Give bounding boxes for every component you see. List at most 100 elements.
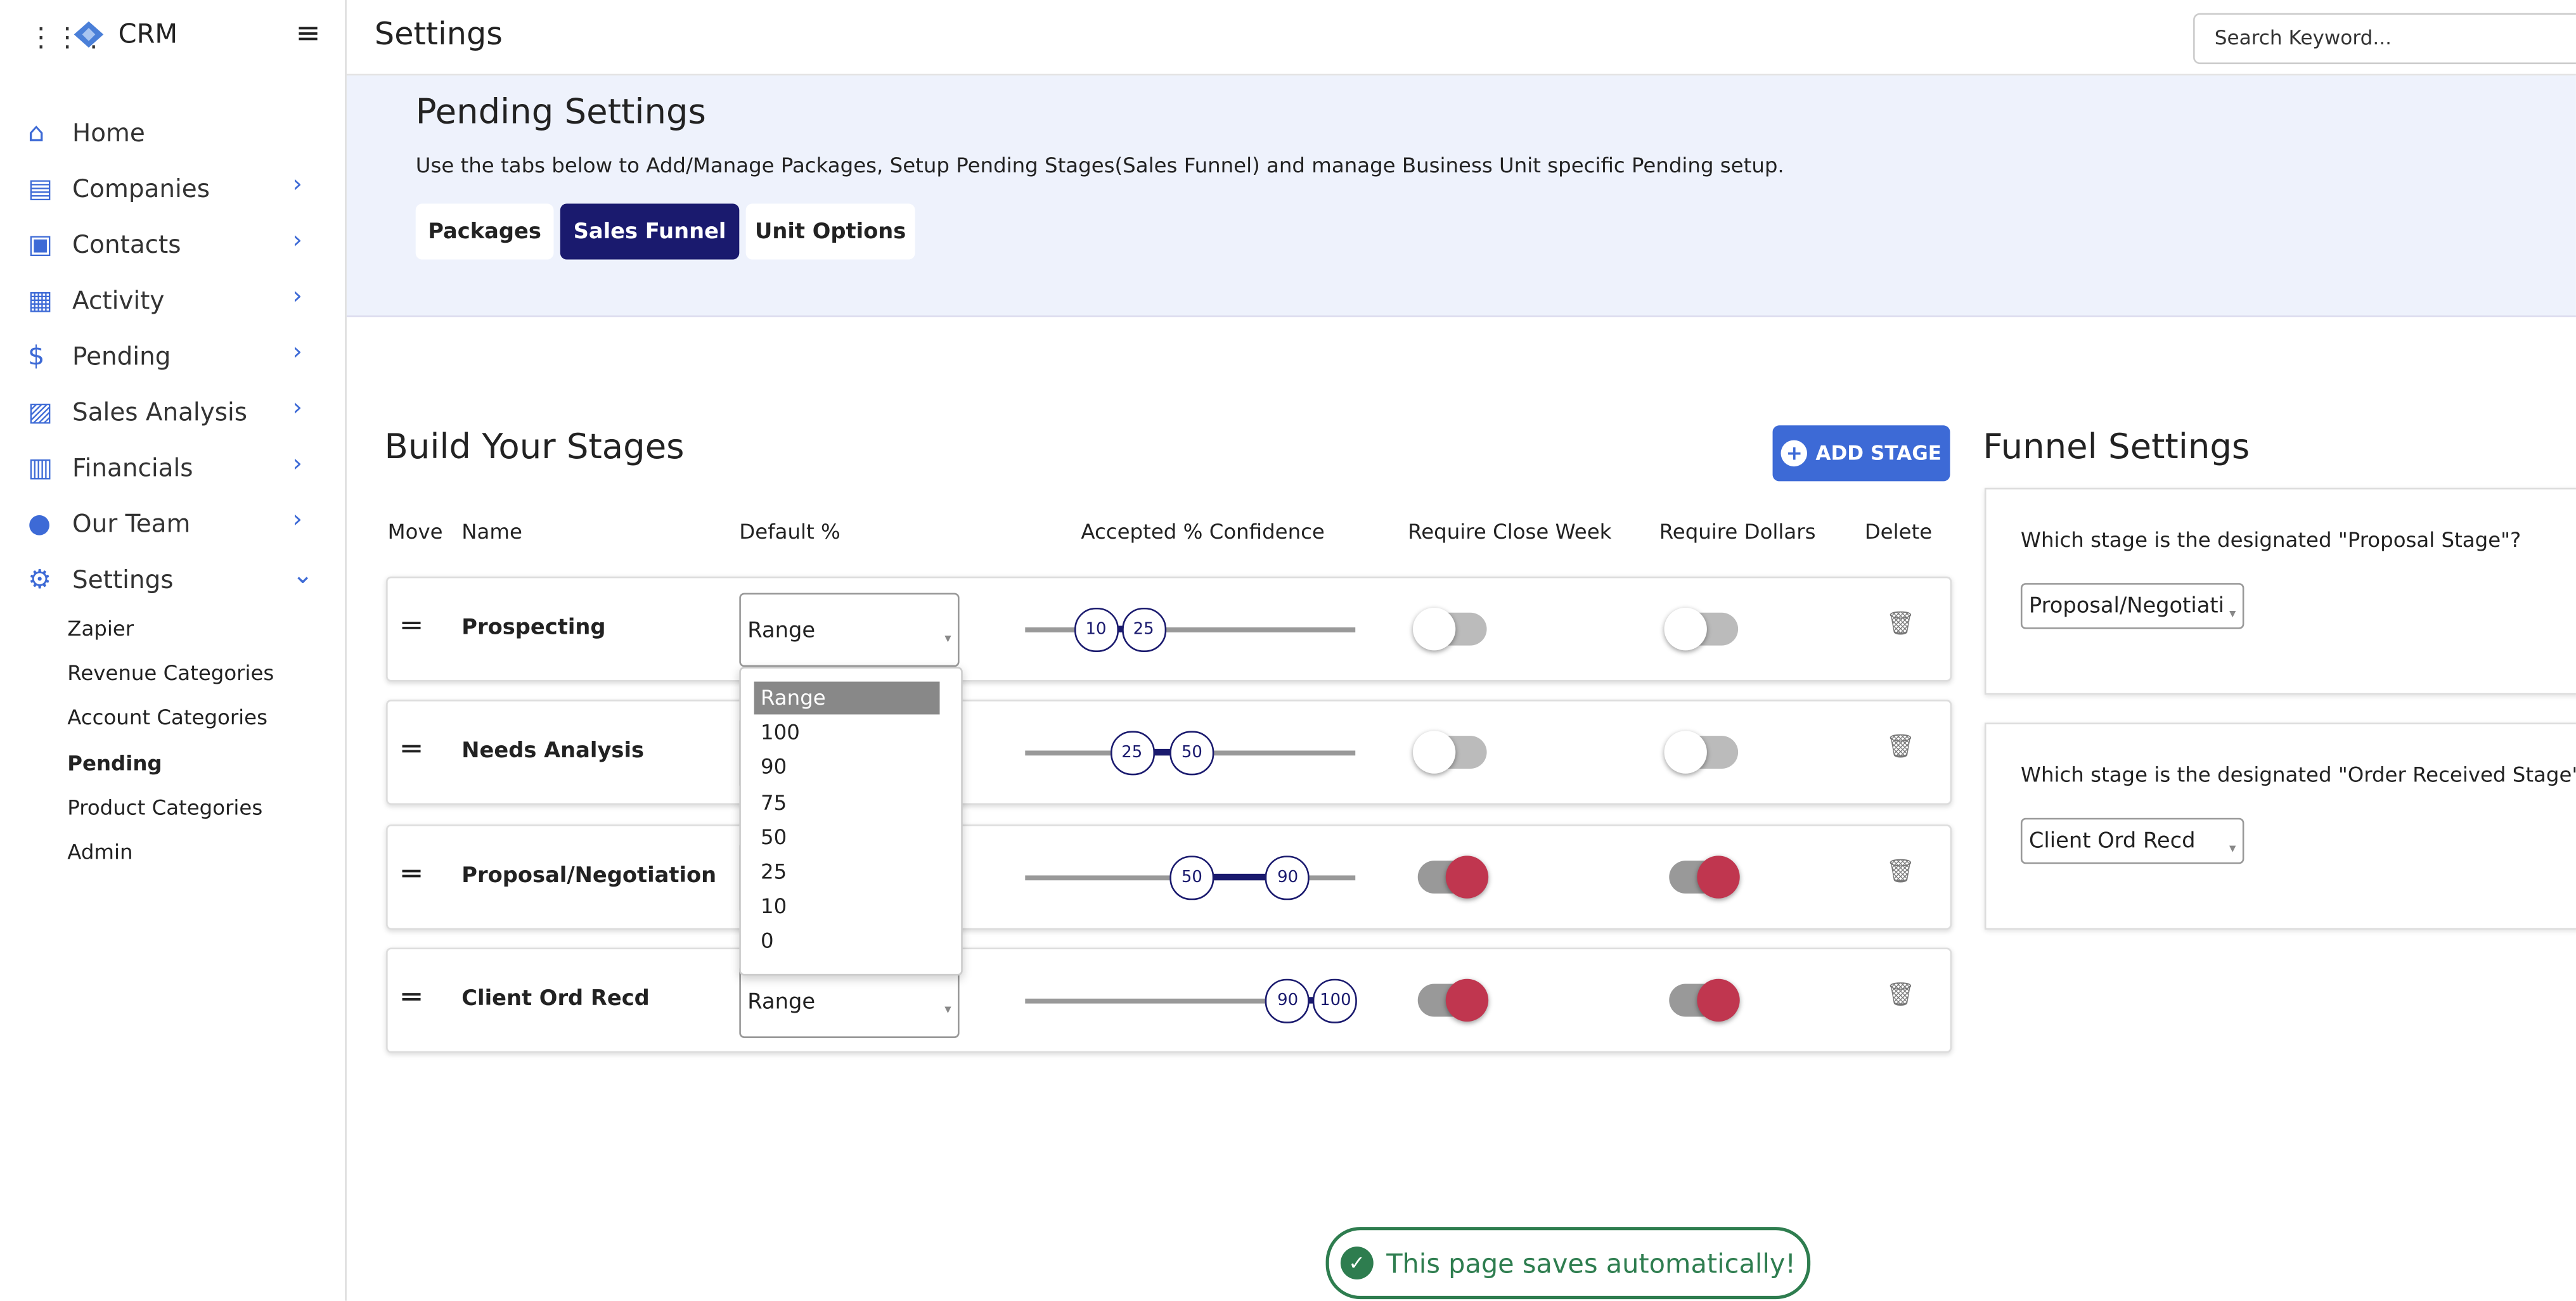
- dropdown-option[interactable]: 75: [761, 789, 787, 814]
- nav-item[interactable]: Our Team: [72, 509, 191, 539]
- toggle-knob: [1697, 855, 1740, 898]
- nav-icon: ▥: [28, 451, 53, 483]
- toast: ✓ This page saves automatically!: [1325, 1227, 1811, 1300]
- delete-icon[interactable]: 🗑: [1886, 982, 1916, 1009]
- slider-range: [1191, 873, 1287, 880]
- chevron[interactable]: ›: [292, 504, 302, 534]
- dropdown-option[interactable]: 25: [761, 859, 787, 884]
- funnel-card: Which stage is the designated "Order Rec…: [1984, 722, 2576, 930]
- dropdown-list: Range 100 90 75 50 25 10 0: [739, 667, 963, 976]
- column-header: Move: [387, 519, 443, 544]
- toggle[interactable]: [1664, 731, 1739, 774]
- delete-icon[interactable]: 🗑: [1886, 611, 1916, 638]
- dropdown-option[interactable]: 0: [761, 928, 774, 954]
- page-title: Settings: [374, 16, 503, 53]
- drag-handle[interactable]: ═: [402, 609, 421, 644]
- select-arrow: ▾: [2229, 841, 2236, 856]
- nav-item[interactable]: Home: [72, 118, 145, 148]
- nav-subitem[interactable]: Product Categories: [67, 794, 263, 819]
- toggle[interactable]: [1669, 855, 1740, 898]
- dropdown-option[interactable]: 10: [761, 894, 787, 919]
- delete-icon[interactable]: 🗑: [1886, 734, 1916, 761]
- nav-item[interactable]: Pending: [72, 342, 171, 371]
- select-value: Client Ord Recd: [2028, 829, 2196, 854]
- add-stage-label: ADD STAGE: [1815, 442, 1942, 465]
- toggle[interactable]: [1417, 855, 1489, 898]
- dropdown-option[interactable]: Range: [754, 681, 940, 715]
- dropdown-option[interactable]: 90: [761, 754, 787, 779]
- toggle-knob: [1664, 731, 1707, 774]
- stage-name: Client Ord Recd: [461, 987, 650, 1012]
- default-select[interactable]: Range ▾: [739, 593, 960, 667]
- nav-item[interactable]: Settings: [72, 565, 174, 595]
- toggle-knob: [1445, 978, 1489, 1022]
- chevron[interactable]: ›: [292, 225, 302, 255]
- toggle[interactable]: [1412, 731, 1487, 774]
- chevron[interactable]: ›: [292, 281, 302, 311]
- slider-handle[interactable]: 90: [1265, 978, 1310, 1023]
- default-select[interactable]: Range ▾: [739, 964, 960, 1038]
- stage-select[interactable]: Client Ord Recd ▾: [2020, 817, 2244, 864]
- slider-range: [1095, 625, 1143, 632]
- chevron[interactable]: ›: [292, 336, 302, 366]
- tab[interactable]: Sales Funnel: [560, 203, 740, 260]
- nav-item[interactable]: Financials: [72, 453, 193, 483]
- toggle[interactable]: [1412, 607, 1487, 651]
- column-header: Require Dollars: [1659, 519, 1816, 544]
- nav-item[interactable]: Companies: [72, 174, 210, 204]
- column-header: Require Close Week: [1408, 519, 1612, 544]
- banner: [346, 75, 2576, 317]
- sidebar: [0, 0, 347, 1301]
- slider-handle[interactable]: 100: [1313, 978, 1358, 1023]
- slider-handle[interactable]: 25: [1121, 607, 1166, 652]
- chevron[interactable]: ›: [292, 448, 302, 478]
- slider-range: [1131, 749, 1192, 756]
- delete-icon[interactable]: 🗑: [1886, 858, 1916, 885]
- select-value: Range: [747, 990, 816, 1015]
- menu-toggle[interactable]: ≡: [295, 16, 321, 51]
- nav-subitem[interactable]: Zapier: [67, 615, 134, 641]
- slider-handle[interactable]: 90: [1265, 855, 1310, 900]
- toggle[interactable]: [1417, 978, 1489, 1022]
- toggle[interactable]: [1669, 978, 1740, 1022]
- stage-row: ═ Prospecting Range ▾ 10 25 🗑: [386, 576, 1952, 682]
- nav-icon: ⌂: [28, 117, 45, 148]
- toggle[interactable]: [1664, 607, 1739, 651]
- tab[interactable]: Unit Options: [745, 203, 915, 260]
- question-label: Which stage is the designated "Proposal …: [2020, 527, 2521, 552]
- topbar: [346, 0, 2576, 76]
- slider-handle[interactable]: 50: [1169, 855, 1214, 900]
- nav-icon: ▤: [28, 172, 53, 204]
- drag-handle[interactable]: ═: [402, 980, 421, 1015]
- tab[interactable]: Packages: [415, 203, 554, 260]
- stage-select[interactable]: Proposal/Negotiati ▾: [2020, 583, 2244, 629]
- drag-handle[interactable]: ═: [402, 733, 421, 768]
- select-value: Range: [747, 619, 816, 644]
- stages-title: Build Your Stages: [384, 426, 685, 467]
- nav-subitem[interactable]: Revenue Categories: [67, 660, 274, 686]
- toggle-knob: [1664, 607, 1707, 651]
- nav-subitem[interactable]: Pending: [67, 750, 162, 775]
- dropdown-option[interactable]: 100: [761, 719, 800, 745]
- nav-item[interactable]: Contacts: [72, 229, 181, 260]
- add-stage-button[interactable]: + ADD STAGE: [1772, 425, 1950, 482]
- chevron[interactable]: ›: [292, 392, 302, 423]
- slider-handle[interactable]: 50: [1169, 731, 1214, 776]
- nav-subitem[interactable]: Admin: [67, 839, 133, 864]
- select-arrow: ▾: [944, 631, 951, 646]
- drag-handle[interactable]: ═: [402, 856, 421, 892]
- chevron[interactable]: ⌄: [292, 560, 313, 590]
- dropdown-option[interactable]: 50: [761, 824, 787, 849]
- slider-handle[interactable]: 10: [1073, 607, 1118, 652]
- nav-subitem[interactable]: Account Categories: [67, 705, 268, 730]
- search-input[interactable]: Search Keyword...: [2193, 13, 2576, 65]
- chevron[interactable]: ›: [292, 169, 302, 199]
- slider-handle[interactable]: 25: [1109, 731, 1154, 776]
- toggle-knob: [1697, 978, 1740, 1022]
- nav-item[interactable]: Activity: [72, 285, 165, 316]
- app-name: CRM: [118, 18, 178, 49]
- column-header: Name: [461, 519, 522, 544]
- nav-item[interactable]: Sales Analysis: [72, 397, 248, 427]
- stage-row: ═ Client Ord Recd Range ▾ 90 100 🗑: [386, 947, 1952, 1053]
